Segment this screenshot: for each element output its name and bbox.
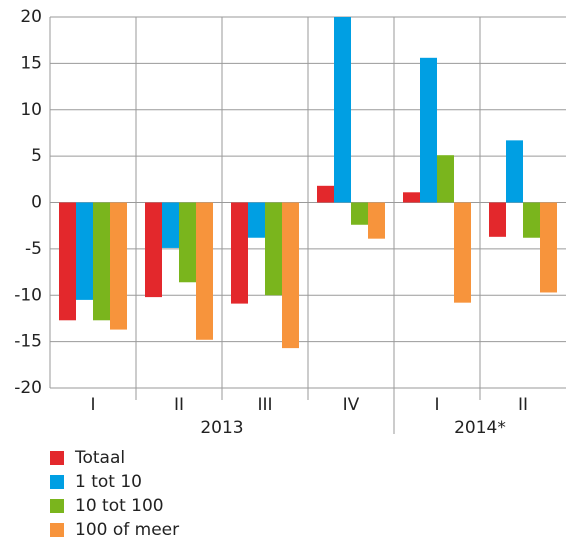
x-tick-label: IV — [343, 395, 360, 415]
x-tick-label: II — [174, 395, 184, 415]
x-tick-label: I — [90, 395, 95, 415]
y-tick-label: -15 — [14, 332, 42, 352]
legend-swatch — [50, 451, 64, 465]
bar — [282, 202, 299, 349]
bar — [317, 185, 334, 203]
bar — [368, 202, 385, 239]
legend-label: 100 of meer — [75, 520, 179, 540]
bar — [76, 202, 93, 300]
x-tick-label: I — [434, 395, 439, 415]
bar — [248, 202, 265, 238]
y-tick-label: -10 — [14, 285, 42, 305]
bar — [437, 155, 454, 203]
bar — [145, 202, 162, 298]
bar — [403, 192, 420, 203]
bar — [59, 202, 76, 321]
bar — [420, 57, 437, 203]
bar — [334, 17, 351, 203]
legend-label: 1 tot 10 — [75, 472, 142, 492]
y-tick-label: -20 — [14, 378, 42, 398]
bar — [351, 202, 368, 225]
bar — [265, 202, 282, 296]
bar — [93, 202, 110, 321]
group-label: 2013 — [200, 418, 243, 438]
legend-swatch — [50, 523, 64, 537]
y-tick-label: -5 — [25, 239, 42, 259]
x-tick-label: III — [257, 395, 272, 415]
y-tick-label: 20 — [20, 7, 42, 27]
y-tick-label: 5 — [31, 146, 42, 166]
x-tick-label: II — [518, 395, 528, 415]
group-label: 2014* — [454, 418, 506, 438]
legend-swatch — [50, 475, 64, 489]
legend-label: 10 tot 100 — [75, 496, 164, 516]
bar — [523, 202, 540, 238]
bar — [231, 202, 248, 304]
y-tick-label: 15 — [20, 53, 42, 73]
bar — [196, 202, 213, 340]
bar — [454, 202, 471, 303]
bar — [540, 202, 557, 293]
bar — [179, 202, 196, 283]
legend-swatch — [50, 499, 64, 513]
y-tick-label: 0 — [31, 193, 42, 213]
y-tick-label: 10 — [20, 100, 42, 120]
bar — [489, 202, 506, 237]
legend-label: Totaal — [74, 448, 125, 468]
bar — [110, 202, 127, 330]
bar — [162, 202, 179, 248]
bar — [506, 140, 523, 203]
